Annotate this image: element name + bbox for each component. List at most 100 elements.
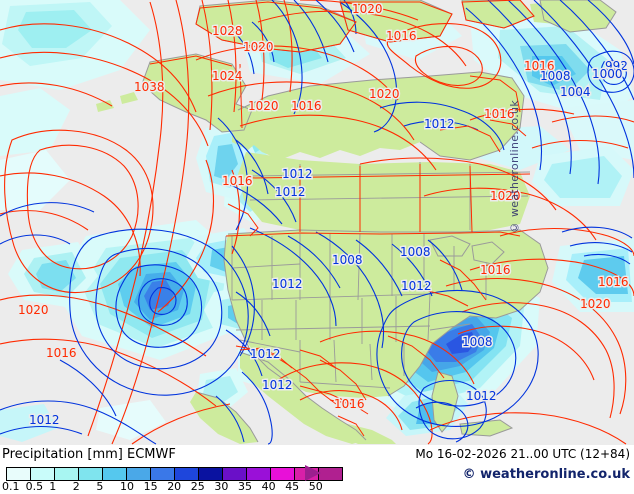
isobar-label-1012: 1012 <box>272 277 303 291</box>
contour-label-layer: 1020102010281028102010201016101610241024… <box>17 1 631 429</box>
isobar-label-halo: 1012 <box>272 277 303 291</box>
isobar-label-1016: 1016 <box>598 275 629 289</box>
tick-label-45: 45 <box>285 480 300 493</box>
isobar-label-halo: 1020 <box>18 303 49 317</box>
isobar-label-1016: 1016 <box>524 59 555 73</box>
isobar-label-halo: 1008 <box>462 335 493 349</box>
tick-label-30: 30 <box>214 480 229 493</box>
copyright-label: © weatheronline.co.uk <box>462 467 630 482</box>
tick-label-15: 15 <box>143 480 158 493</box>
isobar-label-1016: 1016 <box>484 107 515 121</box>
tick-label-0.5: 0.5 <box>25 480 44 493</box>
color-swatch-2 <box>79 468 103 480</box>
tick-label-10: 10 <box>120 480 134 493</box>
isobar-label-halo: 1020 <box>580 297 611 311</box>
isobar-label-halo: 1012 <box>424 117 455 131</box>
isobar-label-halo: 1008 <box>540 69 571 83</box>
isobar-label-halo: 1020 <box>243 40 274 54</box>
isobar-label-halo: 1016 <box>334 397 365 411</box>
isobar-label-halo: 1012 <box>250 347 281 361</box>
timestamp-label: Mo 16-02-2026 21..00 UTC (12+84) <box>415 447 630 461</box>
color-bar-arrow <box>305 465 321 481</box>
isobar-label-halo: 1020 <box>369 87 400 101</box>
isobar-label-1024: 1024 <box>212 69 243 83</box>
isobar-label-1012: 1012 <box>466 389 497 403</box>
isobar-label-1008: 1008 <box>332 253 363 267</box>
isobar-label-1016: 1016 <box>334 397 365 411</box>
tick-label-20: 20 <box>167 480 182 493</box>
isobar-label-1008: 1008 <box>400 245 431 259</box>
legend-footer: Precipitation [mm] ECMWF 0.1 0.5 1 2 5 10 15 20… <box>0 445 634 493</box>
tick-label-1: 1 <box>49 480 57 493</box>
isobar-label-halo: 1016 <box>222 174 253 188</box>
watermark-text: © weatheronline.co.uk <box>508 100 521 235</box>
isobar-label-halo: 1012 <box>262 378 293 392</box>
tick-label-5: 5 <box>96 480 104 493</box>
isobar-label-halo: 1020 <box>490 189 521 203</box>
precipitation-map[interactable]: 1020 1020 1028 1028 1020 1020 1016 1016 1024 1024… <box>0 0 634 445</box>
isobar-label-1020: 1020 <box>490 189 521 203</box>
isobar-label-halo: 1016 <box>480 263 511 277</box>
color-swatch-0.5 <box>31 468 55 480</box>
color-bar <box>6 467 343 481</box>
isobar-label-1012: 1012 <box>282 167 313 181</box>
tick-label-40: 40 <box>261 480 276 493</box>
isobar-label-halo: 1020 <box>248 99 279 113</box>
isobar-label-halo: 1004 <box>560 85 591 99</box>
isobar-label-halo: 1008 <box>400 245 431 259</box>
isobar-label-1004: 1004 <box>560 85 591 99</box>
isobar-label-1020: 1020 <box>248 99 279 113</box>
isobar-label-halo: 1038 <box>134 80 165 94</box>
tick-label-0.1: 0.1 <box>2 480 20 493</box>
tick-label-2: 2 <box>72 480 80 493</box>
isobar-label-1028: 1028 <box>212 24 243 38</box>
isobar-label-1016: 1016 <box>291 99 322 113</box>
isobar-label-halo: 1016 <box>484 107 515 121</box>
isobar-label-1012: 1012 <box>275 185 306 199</box>
isobar-label-1016: 1016 <box>222 174 253 188</box>
isobar-label-halo: 1024 <box>212 69 243 83</box>
isobar-label-1012: 1012 <box>250 347 281 361</box>
color-swatch-25 <box>199 468 223 480</box>
isobar-label-1020: 1020 <box>580 297 611 311</box>
isobar-label-1012: 1012 <box>401 279 432 293</box>
isobar-label-1012: 1012 <box>29 413 60 427</box>
color-swatch-35 <box>247 468 271 480</box>
isobar-label-halo: 1016 <box>524 59 555 73</box>
isobar-label-1016: 1016 <box>386 29 417 43</box>
isobar-label-1008: 1008 <box>540 69 571 83</box>
isobar-label-1020: 1020 <box>243 40 274 54</box>
color-bar-ticks: 0.1 0.5 1 2 5 10 15 20 25 30 35 40 45 50 <box>0 480 330 494</box>
isobar-label-1008: 1008 <box>462 335 493 349</box>
isobar-label-halo: 1016 <box>46 346 77 360</box>
isobar-label-1016: 1016 <box>46 346 77 360</box>
isobar-label-halo: 1016 <box>291 99 322 113</box>
map-canvas: 1020102010281028102010201016101610241024… <box>0 0 634 445</box>
legend-title: Precipitation [mm] ECMWF <box>2 447 176 462</box>
isobar-low-layer <box>0 0 634 445</box>
isobar-label-halo: 1012 <box>401 279 432 293</box>
isobar-label-halo: 1016 <box>386 29 417 43</box>
color-swatch-1 <box>55 468 79 480</box>
isobar-label-1012: 1012 <box>424 117 455 131</box>
isobar-label-halo: 1012 <box>275 185 306 199</box>
isobar-label-1020: 1020 <box>18 303 49 317</box>
isobar-label-1020: 1020 <box>352 2 383 16</box>
color-swatch-15 <box>151 468 175 480</box>
color-swatch-10 <box>127 468 151 480</box>
isobar-label-1012: 1012 <box>262 378 293 392</box>
tick-label-35: 35 <box>238 480 252 493</box>
color-swatch-50 <box>319 468 342 480</box>
isobar-label-halo: 1012 <box>466 389 497 403</box>
isobar-label-halo: 1008 <box>332 253 363 267</box>
color-swatch-40 <box>271 468 295 480</box>
color-swatch-30 <box>223 468 247 480</box>
isobar-label-1000: 1000 <box>592 67 623 81</box>
isobar-label-halo: 1028 <box>212 24 243 38</box>
isobar-label-halo: 1012 <box>29 413 60 427</box>
isobar-label-halo: 1012 <box>282 167 313 181</box>
isobar-label-halo: 1016 <box>598 275 629 289</box>
color-swatch-0.1 <box>7 468 31 480</box>
tick-label-50: 50 <box>308 480 323 493</box>
